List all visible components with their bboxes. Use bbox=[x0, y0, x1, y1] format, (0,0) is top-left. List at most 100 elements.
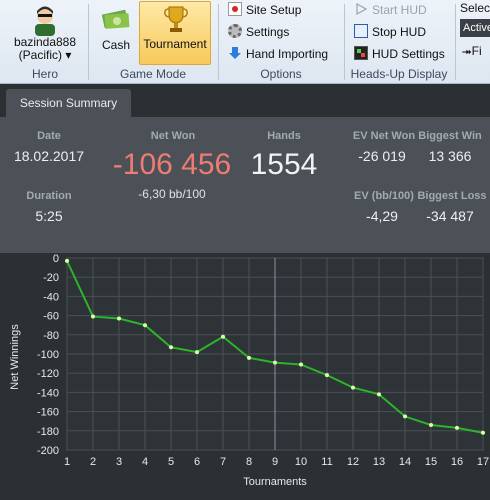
filter-icon: ⯮ bbox=[462, 44, 472, 58]
ribbon-separator bbox=[88, 4, 89, 80]
cash-icon bbox=[101, 9, 130, 29]
data-point bbox=[117, 316, 121, 321]
settings-button[interactable]: Settings bbox=[228, 22, 289, 42]
ribbon-separator bbox=[455, 4, 456, 80]
y-tick-label: -60 bbox=[43, 311, 59, 323]
data-point bbox=[325, 373, 329, 378]
tab-session-summary[interactable]: Session Summary bbox=[6, 89, 131, 117]
x-tick-label: 10 bbox=[295, 456, 307, 468]
biggest-loss-label: Biggest Loss bbox=[417, 190, 487, 202]
download-arrow-icon bbox=[228, 46, 242, 60]
x-tick-label: 17 bbox=[477, 456, 489, 468]
hero-name: bazinda888 bbox=[13, 35, 77, 49]
data-point bbox=[351, 385, 355, 390]
data-point bbox=[169, 345, 173, 350]
net-won-value: -106 456 bbox=[112, 148, 232, 181]
net-won-bb: -6,30 bb/100 bbox=[138, 187, 206, 201]
filter-button[interactable]: ⯮Fi bbox=[462, 44, 482, 58]
stop-icon bbox=[354, 24, 368, 38]
y-tick-label: 0 bbox=[53, 253, 59, 265]
active-select[interactable]: Active bbox=[460, 19, 490, 37]
x-tick-label: 5 bbox=[168, 456, 174, 468]
ev-bb-value: -4,29 bbox=[366, 208, 398, 224]
x-tick-label: 7 bbox=[220, 456, 226, 468]
session-summary-panel: Date 18.02.2017 Duration 5:25 Net Won -1… bbox=[0, 117, 490, 253]
hero-site: (Pacific) ▾ bbox=[18, 48, 72, 62]
data-point bbox=[143, 323, 147, 328]
start-hud-button[interactable]: Start HUD bbox=[354, 0, 427, 20]
y-tick-label: -100 bbox=[37, 349, 59, 361]
group-label-hero: Hero bbox=[31, 67, 58, 81]
hud-settings-button[interactable]: HUD Settings bbox=[354, 44, 445, 64]
x-tick-label: 6 bbox=[194, 456, 200, 468]
y-tick-label: -180 bbox=[37, 426, 59, 438]
data-point bbox=[299, 362, 303, 367]
x-axis-label: Tournaments bbox=[243, 476, 307, 488]
x-tick-label: 12 bbox=[347, 456, 359, 468]
data-point bbox=[91, 314, 95, 319]
net-won-label: Net Won bbox=[150, 130, 196, 142]
data-point bbox=[403, 414, 407, 419]
tab-bar: Session Summary bbox=[0, 85, 490, 117]
ribbon-toolbar: bazinda888 (Pacific) ▾ Hero Cash Tournam… bbox=[0, 0, 490, 84]
cash-label: Cash bbox=[101, 38, 130, 52]
tournament-button[interactable]: Tournament bbox=[139, 1, 211, 65]
biggest-win-label: Biggest Win bbox=[418, 130, 482, 142]
data-point bbox=[65, 258, 69, 263]
data-point bbox=[247, 355, 251, 360]
x-tick-label: 13 bbox=[373, 456, 385, 468]
x-tick-label: 11 bbox=[321, 456, 332, 468]
y-tick-label: -160 bbox=[37, 407, 59, 419]
net-winnings-chart: 0 -20 -40 -60 -80 -100 -120 -140 -160 -180 -200 1 2 3… bbox=[9, 253, 489, 488]
hand-importing-button[interactable]: Hand Importing bbox=[228, 44, 328, 64]
data-point bbox=[273, 360, 277, 365]
select-label: Select bbox=[460, 1, 490, 15]
x-tick-label: 16 bbox=[451, 456, 463, 468]
group-label-game-mode: Game Mode bbox=[119, 67, 187, 81]
hero-selector[interactable]: bazinda888 (Pacific) ▾ bbox=[8, 2, 82, 62]
chevron-down-icon: ▾ bbox=[65, 48, 72, 62]
x-tick-label: 9 bbox=[272, 456, 278, 468]
hands-label: Hands bbox=[267, 130, 301, 142]
y-axis-label: Net Winnings bbox=[9, 324, 21, 390]
hero-avatar-icon bbox=[28, 2, 62, 36]
data-point bbox=[195, 350, 199, 355]
x-tick-label: 4 bbox=[142, 456, 148, 468]
site-setup-button[interactable]: Site Setup bbox=[228, 0, 301, 20]
gear-icon bbox=[228, 24, 242, 38]
biggest-loss-value: -34 487 bbox=[426, 208, 474, 224]
x-tick-label: 3 bbox=[116, 456, 122, 468]
y-tick-label: -200 bbox=[37, 445, 59, 457]
date-value: 18.02.2017 bbox=[13, 148, 85, 164]
ribbon-separator bbox=[344, 4, 345, 80]
cash-button[interactable]: Cash bbox=[94, 1, 138, 65]
y-tick-label: -40 bbox=[43, 291, 59, 303]
ev-net-won-label: EV Net Won bbox=[352, 130, 416, 142]
group-label-options: Options bbox=[260, 67, 302, 81]
group-label-hud: Heads-Up Display bbox=[350, 67, 448, 81]
y-tick-label: -80 bbox=[43, 330, 59, 342]
trophy-icon bbox=[164, 6, 188, 32]
ribbon-separator bbox=[218, 4, 219, 80]
y-tick-label: -20 bbox=[43, 272, 59, 284]
tournament-label: Tournament bbox=[143, 37, 207, 51]
data-point bbox=[429, 423, 433, 428]
net-winnings-chart-panel: 0 -20 -40 -60 -80 -100 -120 -140 -160 -180 -200 1 2 3… bbox=[0, 253, 490, 500]
y-tick-label: -120 bbox=[37, 368, 59, 380]
play-icon bbox=[354, 2, 368, 16]
ev-net-won-value: -26 019 bbox=[358, 148, 406, 164]
duration-value: 5:25 bbox=[35, 208, 63, 224]
ev-bb-label: EV (bb/100) bbox=[354, 190, 414, 202]
x-tick-label: 1 bbox=[64, 456, 70, 468]
stop-hud-button[interactable]: Stop HUD bbox=[354, 22, 426, 42]
site-setup-icon bbox=[228, 2, 242, 16]
duration-label: Duration bbox=[26, 190, 72, 202]
y-tick-label: -140 bbox=[37, 387, 59, 399]
x-tick-label: 14 bbox=[399, 456, 411, 468]
data-point bbox=[377, 392, 381, 397]
biggest-win-value: 13 366 bbox=[428, 148, 472, 164]
hud-settings-icon bbox=[354, 46, 368, 60]
hands-value: 1554 bbox=[250, 148, 318, 181]
date-label: Date bbox=[37, 130, 61, 142]
data-point bbox=[221, 334, 225, 339]
